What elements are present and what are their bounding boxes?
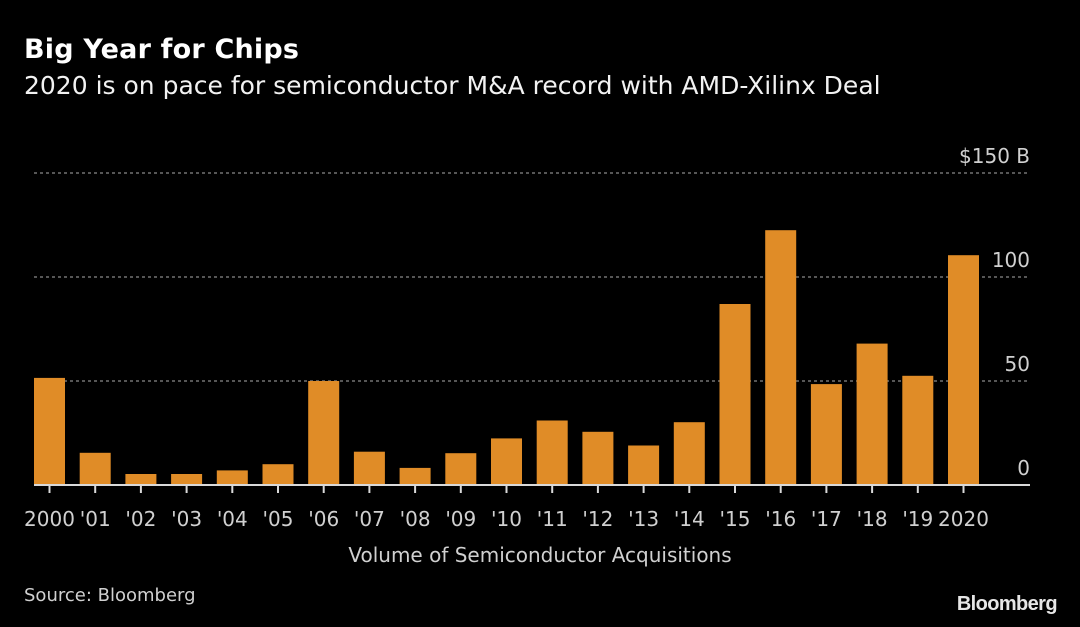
x-tick-label: '01 [80, 507, 111, 531]
bar [262, 464, 294, 485]
bar [79, 452, 111, 485]
bar [582, 431, 614, 485]
bar [902, 375, 934, 485]
bar [856, 343, 888, 485]
x-axis-title: Volume of Semiconductor Acquisitions [0, 543, 1080, 567]
bar [34, 377, 65, 485]
bar [536, 420, 568, 485]
x-tick-label: '12 [582, 507, 613, 531]
bar [673, 422, 705, 485]
bar [353, 451, 385, 485]
chart-title: Big Year for Chips [24, 34, 300, 65]
x-tick-label: '17 [811, 507, 842, 531]
bars [34, 230, 979, 485]
x-tick-label: '04 [217, 507, 248, 531]
x-tick-label: '03 [171, 507, 202, 531]
x-tick-label: '07 [354, 507, 385, 531]
source-note: Source: Bloomberg [24, 585, 196, 606]
chart-subtitle: 2020 is on pace for semiconductor M&A re… [24, 71, 881, 100]
x-tick-label: '10 [491, 507, 522, 531]
y-tick-label: 100 [992, 248, 1030, 272]
x-tick-label: '14 [674, 507, 705, 531]
x-tick-label: '13 [628, 507, 659, 531]
x-tick-label: '15 [720, 507, 751, 531]
x-tick-label: '09 [445, 507, 476, 531]
bar [399, 467, 431, 485]
x-tick-labels: 2000'01 '02 '03 '04 '05 '06 '07 '08 '09 '10 '11 '12… [24, 507, 989, 531]
bar [171, 474, 203, 485]
bar [491, 438, 522, 485]
bloomberg-logo: Bloomberg [956, 593, 1058, 615]
bar [445, 453, 477, 485]
bar [216, 470, 248, 485]
bar [948, 255, 979, 485]
bar [765, 230, 797, 485]
x-axis [34, 484, 1030, 493]
x-tick-label: '19 [902, 507, 933, 531]
bar [719, 304, 751, 485]
bar [810, 384, 842, 485]
x-tick-label: '16 [765, 507, 796, 531]
bar [125, 474, 157, 485]
y-tick-label: $150 B [959, 144, 1030, 168]
y-axis-labels: 0 50 100 $150 B [959, 144, 1030, 480]
x-axis-title-text: Volume of Semiconductor Acquisitions [348, 543, 732, 567]
x-tick-label: 2000 [24, 507, 75, 531]
bar [628, 445, 660, 485]
y-tick-label: 50 [1005, 352, 1030, 376]
x-tick-label: '06 [308, 507, 339, 531]
y-tick-label: 0 [1017, 456, 1030, 480]
x-tick-label: '18 [857, 507, 888, 531]
x-tick-label: '05 [263, 507, 294, 531]
bar [308, 381, 340, 485]
x-tick-label: 2020 [938, 507, 989, 531]
x-tick-label: '02 [125, 507, 156, 531]
x-tick-label: '11 [537, 507, 568, 531]
x-tick-label: '08 [400, 507, 431, 531]
